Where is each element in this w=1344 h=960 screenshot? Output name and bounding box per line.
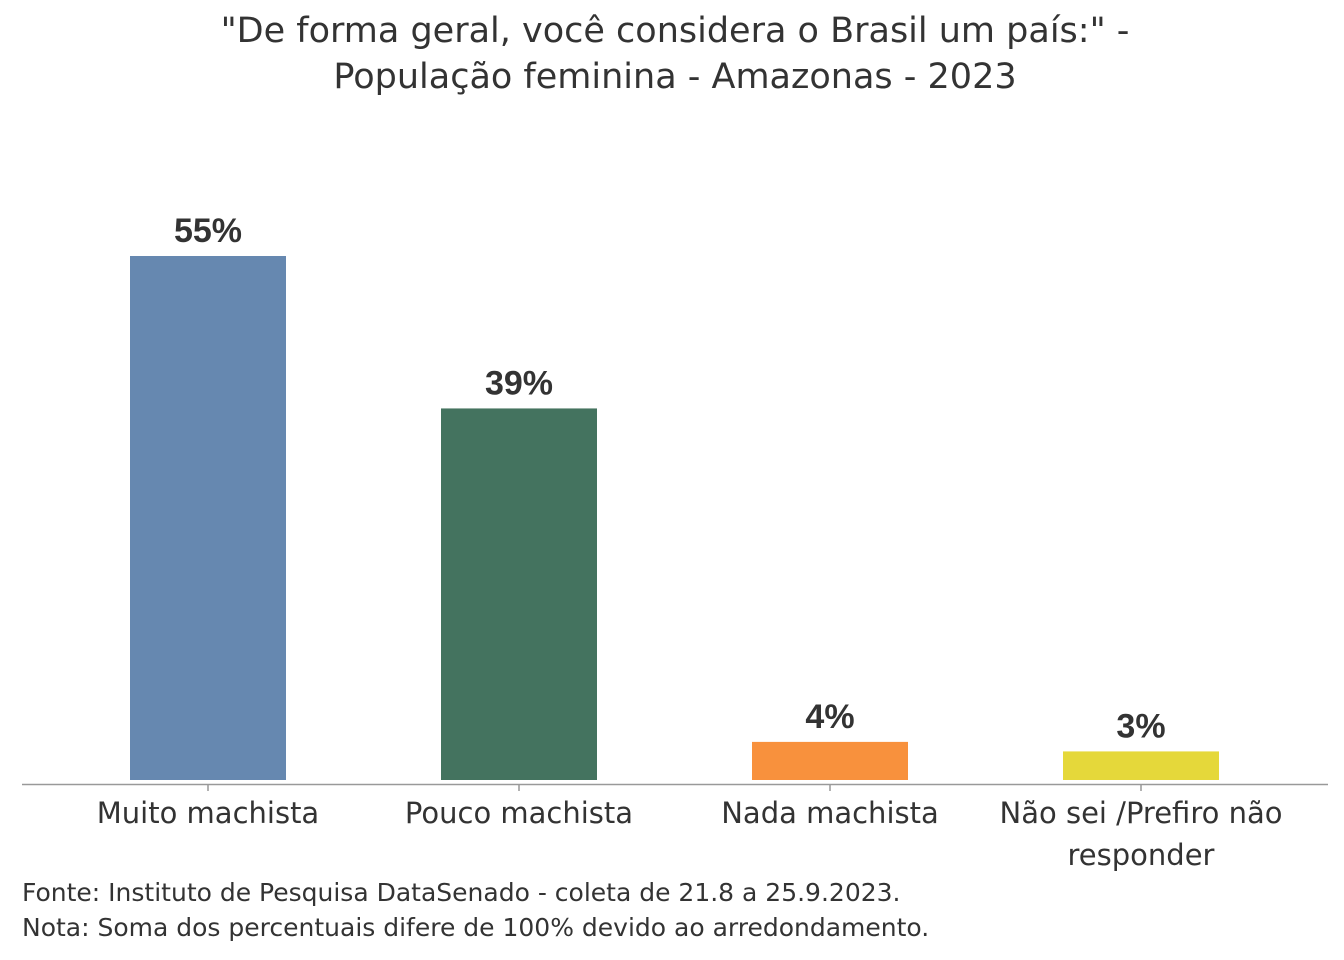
x-tick-label: responder (1068, 838, 1215, 872)
data-label: 55% (174, 212, 242, 250)
data-label: 4% (805, 698, 854, 736)
chart-title-line1: "De forma geral, você considera o Brasil… (220, 11, 1130, 51)
bar (752, 741, 908, 780)
rounding-note: Nota: Soma dos percentuais difere de 100… (22, 913, 930, 942)
x-tick-label: Nada machista (721, 796, 939, 830)
bar (130, 256, 286, 780)
source-note: Fonte: Instituto de Pesquisa DataSenado … (22, 878, 901, 907)
bar (1063, 751, 1219, 780)
chart-title: "De forma geral, você considera o Brasil… (0, 8, 1344, 100)
data-label: 3% (1116, 707, 1165, 745)
x-tick-label: Não sei /Prefiro não (1000, 796, 1283, 830)
x-tick-label: Pouco machista (405, 796, 633, 830)
chart-title-line2: População feminina - Amazonas - 2023 (333, 57, 1017, 97)
bar (441, 408, 597, 780)
data-label: 39% (485, 364, 553, 402)
x-tick-label: Muito machista (97, 796, 319, 830)
